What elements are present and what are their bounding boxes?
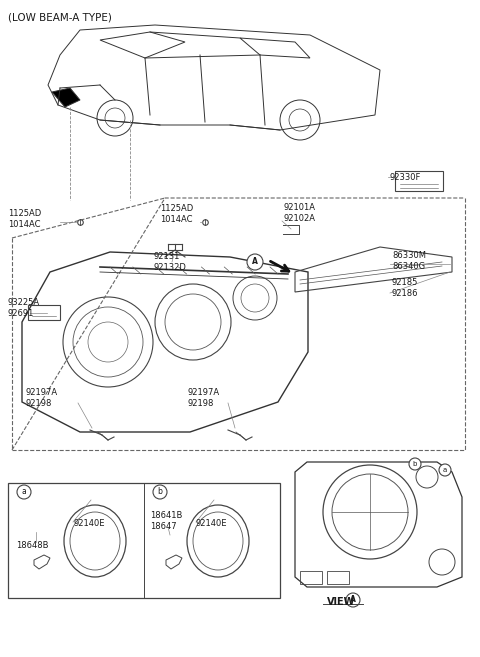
Text: a: a xyxy=(443,467,447,473)
Text: 1125AD
1014AC: 1125AD 1014AC xyxy=(160,204,193,224)
Text: b: b xyxy=(413,461,417,467)
Text: 92140E: 92140E xyxy=(73,520,105,528)
Text: 92185
92186: 92185 92186 xyxy=(392,278,419,298)
Text: 92197A
92198: 92197A 92198 xyxy=(25,388,57,408)
Bar xyxy=(300,571,322,584)
Circle shape xyxy=(153,485,167,499)
Text: 86330M
86340G: 86330M 86340G xyxy=(392,251,426,271)
Text: b: b xyxy=(157,487,162,497)
Text: 1125AD
1014AC: 1125AD 1014AC xyxy=(8,209,41,229)
Text: 93225A
92691: 93225A 92691 xyxy=(8,298,40,318)
Text: 92131
92132D: 92131 92132D xyxy=(153,252,186,272)
Circle shape xyxy=(409,458,421,470)
Text: A: A xyxy=(350,595,356,604)
Bar xyxy=(28,305,60,320)
Circle shape xyxy=(439,464,451,476)
Text: 92330F: 92330F xyxy=(390,173,421,182)
Text: 92140E: 92140E xyxy=(196,520,228,528)
Text: 92197A
92198: 92197A 92198 xyxy=(188,388,220,408)
Text: VIEW: VIEW xyxy=(327,597,355,607)
Polygon shape xyxy=(52,88,80,107)
Circle shape xyxy=(247,254,263,270)
Text: a: a xyxy=(22,487,26,497)
Circle shape xyxy=(346,593,360,607)
Bar xyxy=(327,571,349,584)
Circle shape xyxy=(17,485,31,499)
Text: (LOW BEAM-A TYPE): (LOW BEAM-A TYPE) xyxy=(8,12,112,22)
Bar xyxy=(8,483,280,598)
Text: 92101A
92102A: 92101A 92102A xyxy=(284,203,316,223)
Text: A: A xyxy=(252,258,258,267)
Text: 18648B: 18648B xyxy=(16,541,48,551)
Bar xyxy=(395,171,443,191)
Text: 18641B
18647: 18641B 18647 xyxy=(150,511,182,531)
